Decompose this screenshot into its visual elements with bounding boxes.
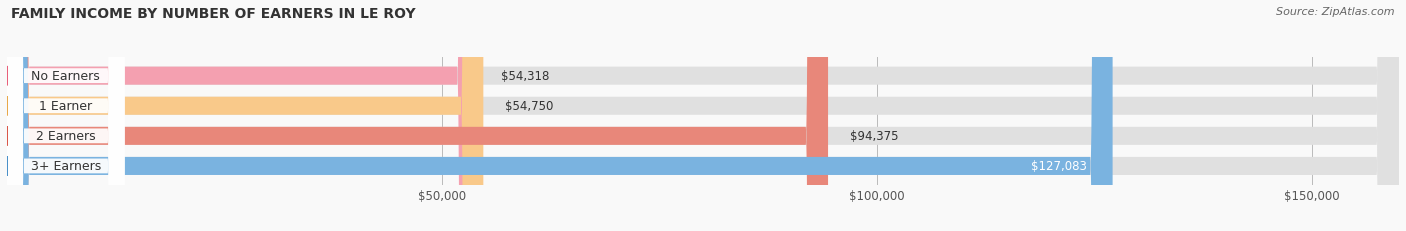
Text: 2 Earners: 2 Earners [37, 130, 96, 143]
Text: $54,750: $54,750 [505, 100, 554, 113]
FancyBboxPatch shape [7, 0, 1399, 231]
FancyBboxPatch shape [7, 0, 1399, 231]
Text: 1 Earner: 1 Earner [39, 100, 93, 113]
FancyBboxPatch shape [7, 0, 125, 231]
Text: 3+ Earners: 3+ Earners [31, 160, 101, 173]
Text: FAMILY INCOME BY NUMBER OF EARNERS IN LE ROY: FAMILY INCOME BY NUMBER OF EARNERS IN LE… [11, 7, 416, 21]
Text: Source: ZipAtlas.com: Source: ZipAtlas.com [1277, 7, 1395, 17]
FancyBboxPatch shape [7, 0, 828, 231]
Text: $94,375: $94,375 [849, 130, 898, 143]
FancyBboxPatch shape [7, 0, 1399, 231]
FancyBboxPatch shape [7, 0, 1399, 231]
FancyBboxPatch shape [7, 0, 125, 231]
FancyBboxPatch shape [7, 0, 1112, 231]
Text: $54,318: $54,318 [502, 70, 550, 83]
FancyBboxPatch shape [7, 0, 125, 231]
FancyBboxPatch shape [7, 0, 479, 231]
Text: $127,083: $127,083 [1031, 160, 1087, 173]
FancyBboxPatch shape [7, 0, 125, 231]
FancyBboxPatch shape [7, 0, 484, 231]
Text: No Earners: No Earners [31, 70, 100, 83]
